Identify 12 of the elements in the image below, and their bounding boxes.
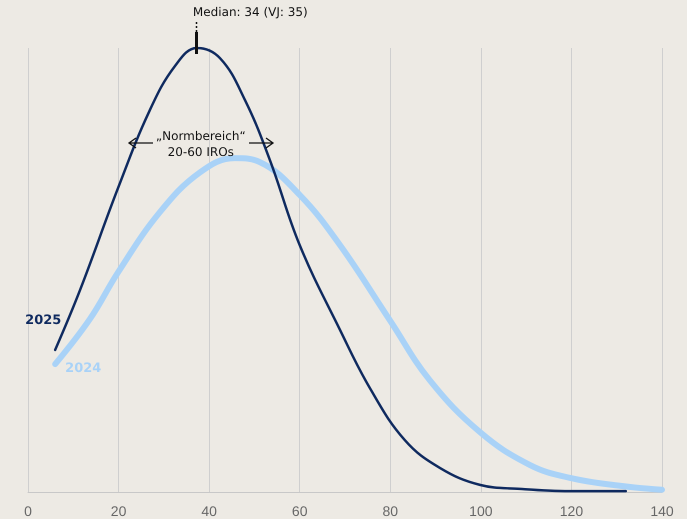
series-label: 2025 [25, 312, 62, 328]
x-tick-label: 140 [650, 503, 674, 519]
x-tick-label: 0 [24, 503, 32, 519]
annotation: „Normbereich“ 20-60 IROs [156, 128, 246, 160]
x-tick-label: 120 [560, 503, 584, 519]
x-tick-label: 100 [469, 503, 493, 519]
x-tick-label: 60 [292, 503, 308, 519]
text: Median: 34 (VJ: 35) [192, 4, 308, 20]
x-tick-label: 80 [382, 503, 398, 519]
x-tick-label: 20 [110, 503, 127, 519]
series-label: 2024 [65, 361, 102, 376]
x-tick-label: 40 [201, 503, 218, 519]
